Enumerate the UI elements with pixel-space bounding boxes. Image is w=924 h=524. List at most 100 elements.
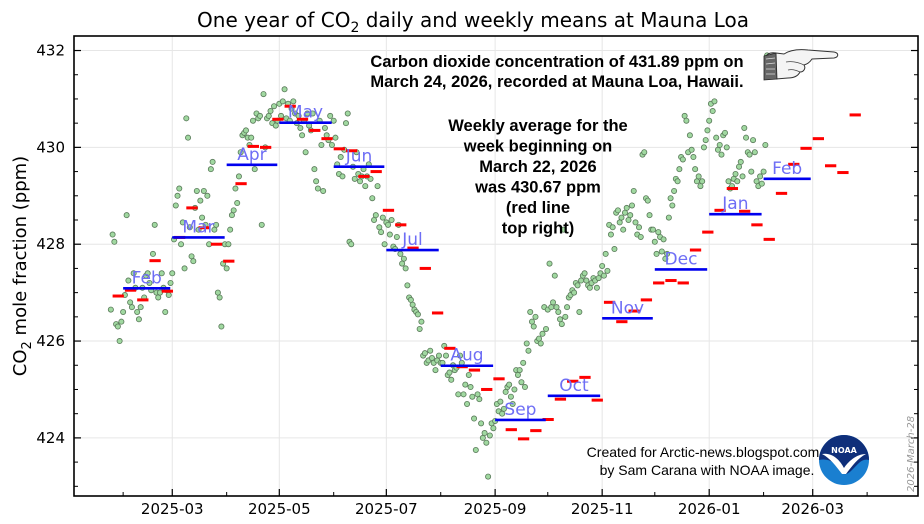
- daily-point: [578, 277, 585, 284]
- daily-point: [702, 137, 709, 144]
- daily-point: [736, 163, 743, 170]
- daily-point: [185, 134, 192, 141]
- daily-point: [516, 367, 523, 374]
- daily-point: [479, 434, 486, 441]
- daily-point: [497, 398, 504, 405]
- daily-point: [530, 323, 537, 330]
- daily-point: [183, 115, 190, 122]
- daily-point: [571, 289, 578, 296]
- daily-point: [414, 311, 421, 318]
- daily-point: [711, 98, 718, 105]
- daily-point: [260, 91, 267, 98]
- x-tick-label: 2025-05: [248, 500, 311, 518]
- daily-point: [371, 216, 378, 223]
- daily-point: [118, 318, 125, 325]
- daily-point: [199, 214, 206, 221]
- daily-point: [111, 238, 118, 245]
- credit-annotation: Created for Arctic-news.blogspot.com by …: [587, 444, 820, 478]
- daily-point: [583, 277, 590, 284]
- daily-point: [311, 166, 318, 173]
- daily-point: [179, 219, 186, 226]
- daily-point: [664, 250, 671, 257]
- daily-point: [178, 241, 185, 248]
- y-tick-label: 432: [36, 42, 65, 60]
- chart-title: One year of CO2 daily and weekly means a…: [197, 8, 749, 36]
- daily-point: [700, 144, 707, 151]
- daily-point: [627, 212, 634, 219]
- daily-point: [125, 277, 132, 284]
- daily-point: [232, 185, 239, 192]
- daily-point: [213, 221, 220, 228]
- daily-point: [176, 185, 183, 192]
- daily-point: [218, 323, 225, 330]
- daily-point: [636, 224, 643, 231]
- daily-point: [481, 430, 488, 437]
- daily-point: [149, 250, 156, 257]
- weekly-annotation-line: week beginning on: [463, 138, 613, 156]
- daily-point: [258, 221, 265, 228]
- daily-point: [416, 325, 423, 332]
- daily-point: [511, 386, 518, 393]
- daily-point: [174, 192, 181, 199]
- daily-point: [242, 127, 249, 134]
- plot-frame: [73, 35, 919, 497]
- daily-point: [751, 149, 758, 156]
- daily-point: [427, 347, 434, 354]
- daily-point: [337, 154, 344, 161]
- daily-point: [641, 149, 648, 156]
- daily-point: [593, 284, 600, 291]
- daily-point: [546, 260, 553, 267]
- daily-point: [146, 279, 153, 286]
- daily-point: [753, 178, 760, 185]
- daily-point: [551, 272, 558, 279]
- daily-point: [609, 224, 616, 231]
- daily-point: [528, 318, 535, 325]
- daily-point: [686, 132, 693, 139]
- daily-point: [223, 265, 230, 272]
- daily-point: [388, 216, 395, 223]
- daily-point: [457, 352, 464, 359]
- daily-point: [548, 304, 555, 311]
- daily-point: [234, 200, 241, 207]
- daily-point: [309, 110, 316, 117]
- daily-point: [297, 125, 304, 132]
- month-label: Nov: [611, 298, 644, 318]
- daily-point: [386, 231, 393, 238]
- daily-point: [446, 369, 453, 376]
- monthly-means: [123, 121, 811, 422]
- x-tick-label: 2025-07: [355, 500, 418, 518]
- daily-point: [344, 110, 351, 117]
- daily-point: [120, 308, 127, 315]
- daily-point: [564, 304, 571, 311]
- daily-point: [407, 296, 414, 303]
- daily-point: [676, 166, 683, 173]
- daily-point: [116, 338, 123, 345]
- daily-point: [667, 195, 674, 202]
- daily-point: [172, 202, 179, 209]
- daily-point: [760, 168, 767, 175]
- daily-point: [525, 347, 532, 354]
- daily-point: [318, 141, 325, 148]
- daily-point: [435, 352, 442, 359]
- date-stamp: 2026-March-28: [906, 416, 917, 492]
- daily-point: [502, 388, 509, 395]
- daily-point: [207, 166, 214, 173]
- daily-point: [637, 233, 644, 240]
- daily-point: [225, 241, 232, 248]
- daily-point: [514, 371, 521, 378]
- daily-point: [320, 187, 327, 194]
- daily-point: [679, 156, 686, 163]
- daily-point: [137, 304, 144, 311]
- daily-point: [604, 267, 611, 274]
- daily-point: [190, 258, 197, 265]
- daily-point: [151, 221, 158, 228]
- daily-point: [186, 224, 193, 231]
- daily-point: [621, 209, 628, 216]
- daily-point: [378, 229, 385, 236]
- daily-point: [646, 212, 653, 219]
- weekly-annotation-line: (red line: [506, 199, 570, 217]
- daily-point: [741, 125, 748, 132]
- daily-point: [216, 294, 223, 301]
- daily-point: [599, 262, 606, 269]
